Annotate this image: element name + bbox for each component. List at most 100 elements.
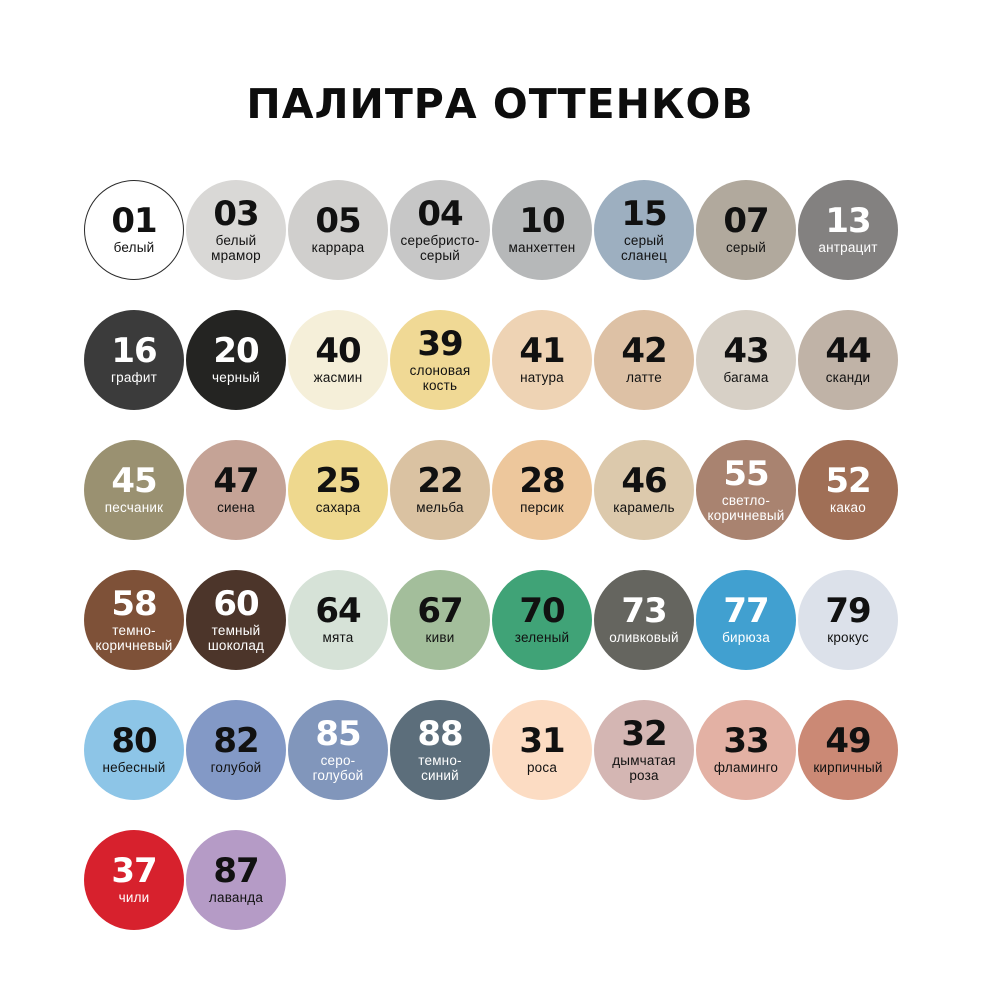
swatch-03: 03 белый мрамор (186, 180, 286, 280)
swatch-code: 28 (519, 461, 565, 502)
swatch-name: латте (626, 370, 662, 386)
swatch-code: 32 (621, 713, 667, 754)
swatch-code: 46 (621, 461, 667, 502)
swatch-40: 40 жасмин (288, 310, 388, 410)
swatch-name: сахара (315, 500, 361, 516)
swatch-88: 88 темно- синий (390, 700, 490, 800)
swatch-row: 45 песчаник 47 сиена 25 сахара 22 мельба 28 перси… (84, 440, 898, 540)
swatch-row: 37 чили 87 лаванда (84, 830, 898, 930)
swatch-32: 32 дымчатая роза (594, 700, 694, 800)
swatch-code: 05 (315, 201, 361, 242)
swatch-code: 70 (519, 591, 565, 632)
swatch-code: 58 (111, 583, 157, 624)
swatch-code: 47 (213, 461, 259, 502)
swatch-code: 77 (723, 591, 769, 632)
swatch-name: антрацит (818, 240, 878, 256)
swatch-name: киви (425, 630, 455, 646)
swatch-name: светло- коричневый (707, 492, 785, 523)
swatch-name: манхеттен (508, 240, 576, 256)
swatch-row: 16 графит 20 черный 40 жасмин 39 слоновая кость… (84, 310, 898, 410)
swatch-name: какао (830, 500, 866, 516)
swatch-row: 58 темно- коричневый 60 темный шоколад 64 мят… (84, 570, 898, 670)
swatch-code: 88 (417, 713, 463, 754)
swatch-04: 04 серебристо- серый (390, 180, 490, 280)
swatch-name: графит (111, 370, 157, 386)
swatch-name: фламинго (713, 760, 779, 776)
swatch-code: 20 (213, 331, 259, 372)
swatch-13: 13 антрацит (798, 180, 898, 280)
swatch-code: 31 (519, 721, 565, 762)
swatch-49: 49 кирпичный (798, 700, 898, 800)
swatch-name: песчаник (104, 500, 164, 516)
swatch-60: 60 темный шоколад (186, 570, 286, 670)
swatch-20: 20 черный (186, 310, 286, 410)
swatch-name: белый (113, 240, 155, 256)
swatch-64: 64 мята (288, 570, 388, 670)
swatch-77: 77 бирюза (696, 570, 796, 670)
swatch-name: кирпичный (813, 760, 883, 776)
swatch-code: 43 (723, 331, 769, 372)
swatch-code: 55 (723, 453, 769, 494)
swatch-code: 37 (111, 851, 157, 892)
swatch-name: голубой (210, 760, 262, 776)
swatch-code: 07 (723, 201, 769, 242)
swatch-name: слоновая кость (409, 362, 471, 393)
swatch-name: каррара (311, 240, 365, 256)
swatch-45: 45 песчаник (84, 440, 184, 540)
swatch-code: 25 (315, 461, 361, 502)
swatch-22: 22 мельба (390, 440, 490, 540)
swatch-42: 42 латте (594, 310, 694, 410)
swatch-name: крокус (827, 630, 869, 646)
swatch-code: 64 (315, 591, 361, 632)
swatch-80: 80 небесный (84, 700, 184, 800)
swatch-name: дымчатая роза (612, 752, 676, 783)
swatch-55: 55 светло- коричневый (696, 440, 796, 540)
swatch-87: 87 лаванда (186, 830, 286, 930)
swatch-code: 04 (417, 193, 463, 234)
swatch-row: 80 небесный 82 голубой 85 серо- голубой 88 темн… (84, 700, 898, 800)
swatch-code: 45 (111, 461, 157, 502)
swatch-name: небесный (102, 760, 166, 776)
swatch-01: 01 белый (84, 180, 184, 280)
swatch-33: 33 фламинго (696, 700, 796, 800)
swatch-name: чили (118, 890, 150, 906)
swatch-28: 28 персик (492, 440, 592, 540)
swatch-16: 16 графит (84, 310, 184, 410)
swatch-row: 01 белый 03 белый мрамор 05 каррара 04 серебрис… (84, 180, 898, 280)
swatch-82: 82 голубой (186, 700, 286, 800)
swatch-code: 85 (315, 713, 361, 754)
swatch-code: 39 (417, 323, 463, 364)
swatch-58: 58 темно- коричневый (84, 570, 184, 670)
swatch-code: 52 (825, 461, 871, 502)
swatch-name: зеленый (514, 630, 570, 646)
swatch-name: роса (526, 760, 558, 776)
swatch-code: 49 (825, 721, 871, 762)
swatch-47: 47 сиена (186, 440, 286, 540)
swatch-code: 87 (213, 851, 259, 892)
swatch-code: 33 (723, 721, 769, 762)
swatch-name: сканди (825, 370, 871, 386)
swatch-code: 01 (111, 201, 157, 242)
swatch-code: 80 (111, 721, 157, 762)
swatch-name: темный шоколад (207, 622, 265, 653)
swatch-name: темно- коричневый (95, 622, 173, 653)
swatch-code: 42 (621, 331, 667, 372)
swatch-46: 46 карамель (594, 440, 694, 540)
swatch-name: мельба (416, 500, 464, 516)
swatch-grid: 01 белый 03 белый мрамор 05 каррара 04 серебрис… (84, 180, 898, 960)
swatch-code: 10 (519, 201, 565, 242)
swatch-name: карамель (613, 500, 675, 516)
swatch-05: 05 каррара (288, 180, 388, 280)
swatch-code: 16 (111, 331, 157, 372)
swatch-31: 31 роса (492, 700, 592, 800)
swatch-name: сиена (217, 500, 255, 516)
swatch-39: 39 слоновая кость (390, 310, 490, 410)
swatch-name: багама (723, 370, 769, 386)
swatch-code: 67 (417, 591, 463, 632)
swatch-10: 10 манхеттен (492, 180, 592, 280)
page-title: ПАЛИТРА ОТТЕНКОВ (246, 80, 754, 128)
swatch-name: жасмин (313, 370, 363, 386)
swatch-code: 44 (825, 331, 871, 372)
swatch-name: серый (725, 240, 766, 256)
swatch-name: белый мрамор (211, 232, 261, 263)
